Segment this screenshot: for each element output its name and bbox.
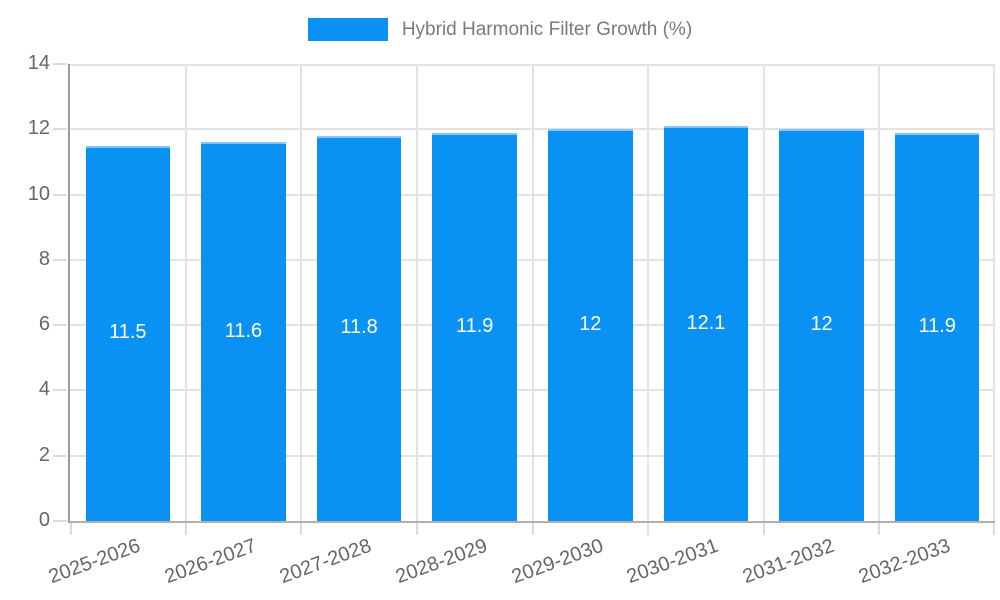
y-tick-mark — [53, 258, 67, 261]
y-tick-mark — [53, 454, 67, 457]
bar-2028-2029 — [432, 132, 517, 521]
bar-value-label: 12 — [579, 313, 602, 336]
legend-label: Hybrid Harmonic Filter Growth (%) — [401, 19, 693, 40]
bar-value-label: 11.6 — [224, 319, 263, 342]
x-axis-tick-label: 2028-2029 — [392, 534, 491, 589]
bar-value-label: 12 — [810, 313, 833, 336]
y-axis-tick-label: 6 — [38, 313, 50, 336]
plot-area: 11.5 11.6 11.8 11.9 12 12.1 12 11.9 — [68, 64, 995, 535]
x-gridline — [184, 64, 187, 521]
y-axis-tick-label: 4 — [38, 378, 50, 401]
bar-value-label: 11.8 — [340, 316, 378, 339]
bar-2027-2028 — [316, 135, 402, 521]
bar-value-label: 11.9 — [455, 314, 494, 337]
x-axis-tick-label: 2026-2027 — [161, 534, 260, 589]
x-tick-mark — [300, 523, 303, 535]
bar-2030-2031 — [663, 126, 749, 521]
bar-2031-2032 — [779, 129, 864, 521]
y-tick-mark — [53, 520, 67, 522]
y-tick-mark — [53, 389, 67, 392]
y-tick-mark — [53, 193, 67, 196]
y-axis-tick-label: 8 — [38, 247, 50, 270]
x-tick-mark — [184, 523, 187, 535]
y-tick-mark — [53, 63, 67, 65]
bar-2025-2026 — [85, 145, 171, 521]
x-gridline — [762, 64, 765, 521]
bar-value-label: 11.9 — [918, 314, 956, 337]
x-gridline — [415, 64, 418, 521]
y-axis-tick-label: 12 — [27, 117, 50, 140]
y-tick-mark — [53, 324, 67, 327]
x-axis-tick-label: 2027-2028 — [277, 534, 375, 589]
chart-legend: Hybrid Harmonic Filter Growth (%) — [0, 18, 1000, 41]
x-tick-mark — [531, 523, 534, 535]
y-axis-tick-label: 14 — [27, 52, 50, 74]
bar-2029-2030 — [548, 129, 633, 521]
x-gridline — [878, 64, 881, 521]
y-axis-tick-label: 0 — [38, 509, 50, 531]
x-axis-tick-label: 2029-2030 — [508, 534, 606, 589]
x-gridline — [300, 64, 303, 521]
x-tick-mark — [647, 523, 650, 535]
x-tick-mark — [415, 523, 418, 535]
x-tick-mark — [70, 523, 72, 535]
y-axis-tick-label: 2 — [38, 443, 50, 466]
bar-2026-2027 — [201, 142, 286, 521]
x-axis-tick-label: 2031-2032 — [739, 534, 838, 589]
x-tick-mark — [878, 523, 881, 535]
y-tick-mark — [53, 128, 67, 131]
x-gridline — [993, 64, 995, 521]
x-gridline — [647, 64, 650, 521]
bar-value-label: 11.5 — [109, 321, 147, 344]
x-tick-mark — [993, 523, 995, 535]
bar-2032-2033 — [894, 132, 980, 521]
bar-value-label: 12.1 — [686, 311, 726, 334]
x-axis-tick-label: 2032-2033 — [855, 534, 953, 589]
x-tick-mark — [762, 523, 765, 535]
legend-swatch — [307, 18, 388, 41]
y-axis-tick-label: 10 — [27, 182, 50, 205]
x-axis-tick-label: 2025-2026 — [45, 534, 144, 589]
x-axis-tick-label: 2030-2031 — [624, 534, 722, 589]
x-gridline — [531, 64, 534, 521]
